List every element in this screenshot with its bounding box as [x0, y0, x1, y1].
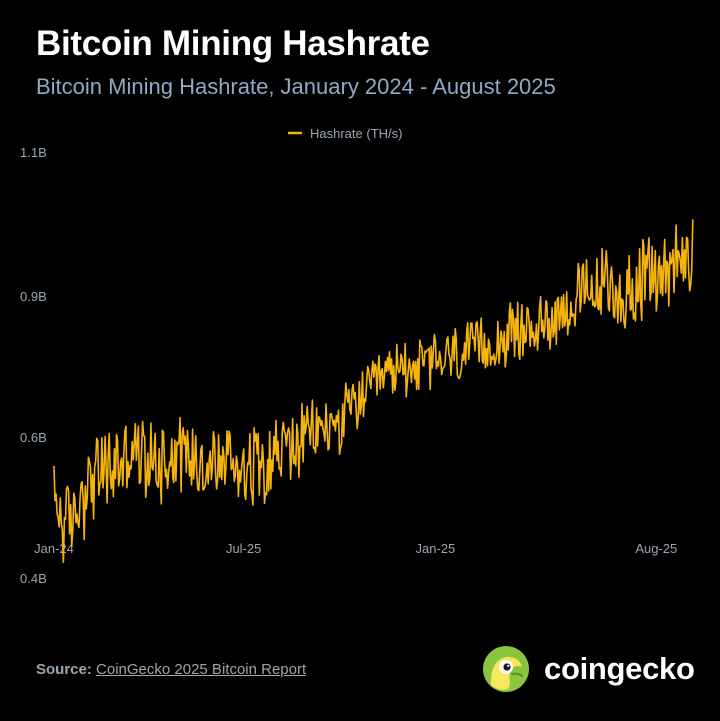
x-axis: Jan-24 Jul-25 Jan-25 Aug-25	[34, 541, 677, 556]
chart-subtitle: Bitcoin Mining Hashrate, January 2024 - …	[36, 74, 556, 99]
brand-name: coingecko	[544, 651, 695, 686]
legend: Hashrate (TH/s)	[288, 126, 402, 141]
coingecko-gecko-icon	[483, 646, 529, 692]
y-tick-label: 1.1B	[20, 145, 47, 160]
y-tick-label: 0.6B	[20, 430, 47, 445]
hashrate-chart: Hashrate (TH/s) 1.1B0.9B0.6B0.4B Jan-24 J…	[20, 126, 694, 586]
brand-logo: coingecko	[482, 645, 695, 693]
source-label: Source:	[36, 661, 92, 678]
x-tick-label: Jan-24	[34, 541, 74, 556]
y-tick-label: 0.9B	[20, 289, 47, 304]
x-tick-label: Jul-25	[226, 541, 261, 556]
chart-title: Bitcoin Mining Hashrate	[36, 24, 430, 63]
y-tick-label: 0.4B	[20, 571, 47, 586]
plot-area	[53, 219, 694, 564]
source-note: Source: CoinGecko 2025 Bitcoin Report	[36, 661, 306, 678]
legend-label: Hashrate (TH/s)	[310, 126, 402, 141]
y-axis: 1.1B 0.9B 0.6B 0.4B	[20, 145, 47, 586]
x-tick-label: Jan-25	[416, 541, 456, 556]
source-link[interactable]: CoinGecko 2025 Bitcoin Report	[96, 661, 307, 678]
x-tick-label: Aug-25	[635, 541, 677, 556]
hashrate-series-line	[53, 219, 694, 564]
